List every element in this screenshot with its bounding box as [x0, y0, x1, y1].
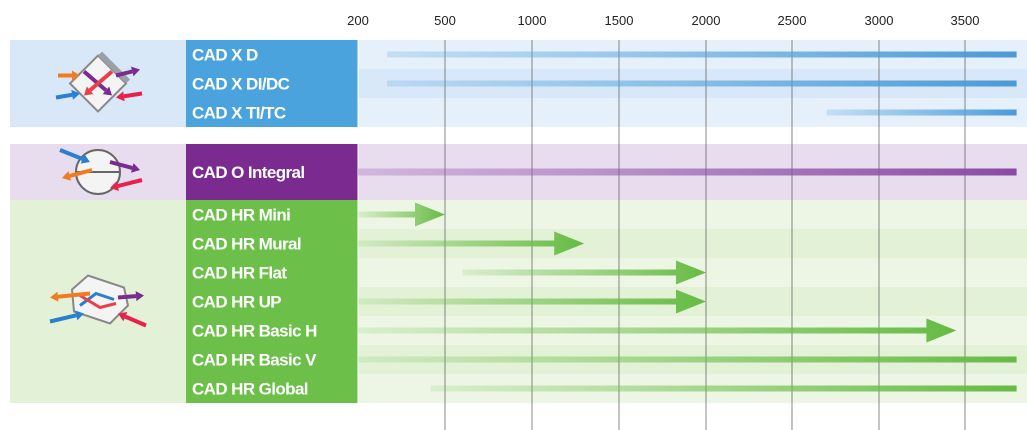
group-label-panel — [186, 144, 358, 200]
range-arrow — [462, 260, 706, 285]
series-label: CAD X TI/TC — [192, 104, 286, 123]
row-stripe — [358, 200, 1027, 229]
x-tick-label: 200 — [347, 13, 369, 28]
group-label-panel — [186, 40, 358, 127]
series-label: CAD HR Mini — [192, 206, 290, 225]
x-tick-label: 3500 — [951, 13, 980, 28]
series-label: CAD X DI/DC — [192, 75, 290, 94]
x-tick-label: 3000 — [865, 13, 894, 28]
range-bar — [387, 80, 1017, 87]
counter-flow-heat-exchanger-icon — [49, 274, 147, 328]
series-label: CAD O Integral — [192, 163, 305, 182]
range-bar — [387, 51, 1017, 58]
range-arrow — [358, 289, 706, 314]
range-arrow — [358, 231, 585, 256]
range-arrow — [358, 318, 957, 343]
range-bar — [430, 385, 1017, 392]
cross-flow-heat-exchanger-icon — [55, 51, 143, 113]
series-label: CAD HR Basic H — [192, 322, 317, 341]
series-label: CAD HR UP — [192, 293, 281, 312]
x-tick-label: 500 — [434, 13, 456, 28]
x-tick-label: 2000 — [692, 13, 721, 28]
x-tick-label: 2500 — [778, 13, 807, 28]
rotary-heat-exchanger-icon — [59, 148, 143, 195]
series-label: CAD HR Global — [192, 380, 308, 399]
group-label-panel — [186, 200, 358, 403]
series-label: CAD X D — [192, 46, 258, 65]
series-label: CAD HR Basic V — [192, 351, 317, 370]
range-bar — [826, 109, 1017, 116]
range-bar — [358, 168, 1017, 176]
series-label: CAD HR Flat — [192, 264, 287, 283]
range-arrow — [358, 202, 445, 227]
x-tick-label: 1000 — [518, 13, 547, 28]
series-label: CAD HR Mural — [192, 235, 301, 254]
range-bar — [358, 356, 1017, 363]
x-tick-label: 1500 — [605, 13, 634, 28]
